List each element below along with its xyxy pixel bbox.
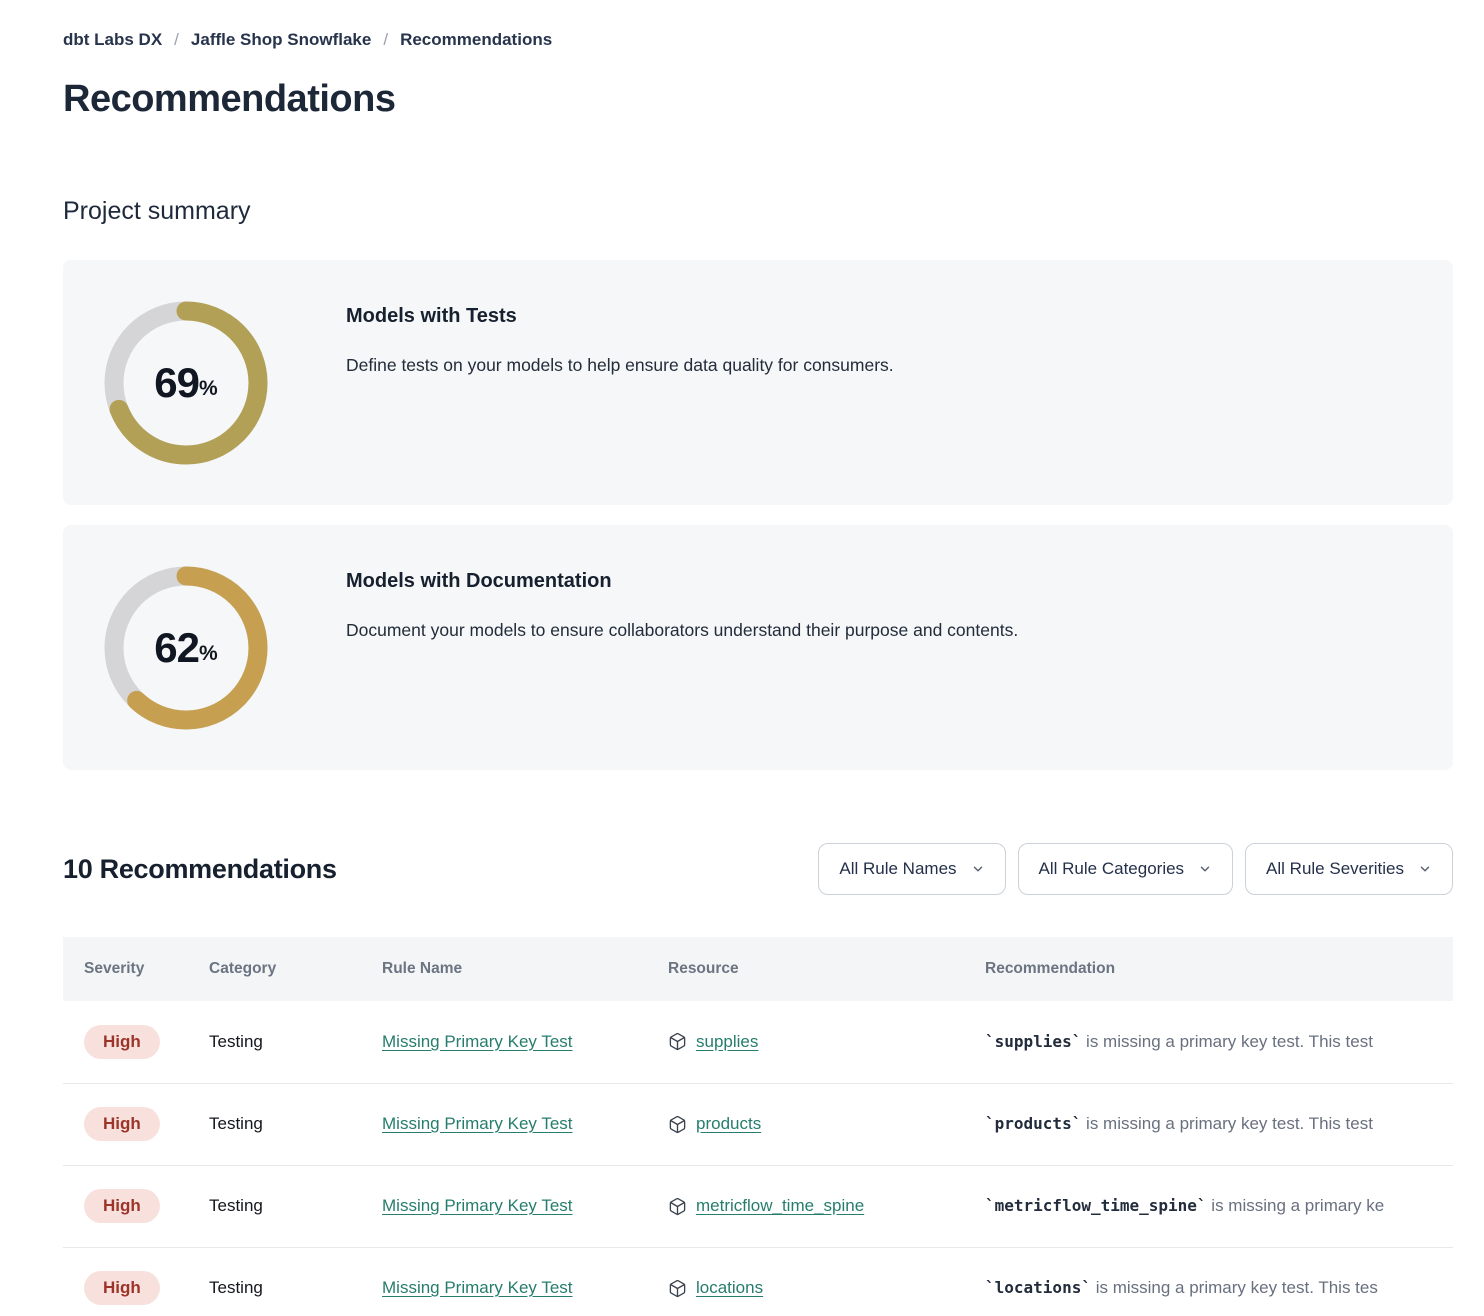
recommendation-text: is missing a primary key test. This tes xyxy=(1090,1278,1378,1297)
filter-label: All Rule Categories xyxy=(1038,859,1185,878)
severity-badge: High xyxy=(84,1189,160,1223)
percent-value: 62 xyxy=(154,623,200,671)
filter-label: All Rule Names xyxy=(839,859,957,878)
severity-badge: High xyxy=(84,1271,160,1305)
donut-ring xyxy=(104,566,268,729)
donut-ring xyxy=(104,301,268,464)
category-cell: Testing xyxy=(209,1031,263,1051)
recommendation-cell: `supplies` is missing a primary key test… xyxy=(985,1001,1453,1083)
table-header-row: Severity Category Rule Name Resource Rec… xyxy=(63,937,1453,1001)
model-cube-icon xyxy=(669,1279,686,1297)
model-cube-icon xyxy=(669,1197,686,1215)
rule-name-link[interactable]: Missing Primary Key Test xyxy=(382,1196,573,1215)
recommendation-cell: `products` is missing a primary key test… xyxy=(985,1083,1453,1165)
recommendation-text: is missing a primary ke xyxy=(1206,1196,1385,1215)
rule-name-link[interactable]: Missing Primary Key Test xyxy=(382,1278,573,1297)
card-text: Models with Documentation Document your … xyxy=(346,525,1018,770)
resource-code: `locations` xyxy=(985,1278,1091,1297)
resource-link[interactable]: metricflow_time_spine xyxy=(696,1196,865,1215)
resource-link[interactable]: products xyxy=(696,1114,762,1133)
chevron-down-icon xyxy=(973,866,982,872)
filter-rule-names-dropdown[interactable]: All Rule Names xyxy=(818,843,1006,895)
breadcrumb-separator: / xyxy=(174,30,179,49)
category-cell: Testing xyxy=(209,1278,263,1297)
column-header-resource: Resource xyxy=(668,960,739,977)
chevron-down-icon xyxy=(1420,866,1430,872)
category-cell: Testing xyxy=(209,1196,263,1215)
page-title: Recommendations xyxy=(63,78,396,120)
model-cube-icon xyxy=(669,1033,686,1051)
card-description: Define tests on your models to help ensu… xyxy=(346,355,894,375)
card-text: Models with Tests Define tests on your m… xyxy=(346,260,894,505)
recommendation-cell: `locations` is missing a primary key tes… xyxy=(985,1247,1453,1316)
tests-donut-chart: 69 % xyxy=(103,300,269,466)
recommendations-count-heading: 10 Recommendations xyxy=(63,853,337,884)
table-row: High Testing Missing Primary Key Test me… xyxy=(63,1165,1453,1247)
breadcrumb-link-project[interactable]: Jaffle Shop Snowflake xyxy=(190,30,372,49)
filter-label: All Rule Severities xyxy=(1266,859,1404,878)
breadcrumb-separator: / xyxy=(383,30,389,49)
donut-percent-label: 62 % xyxy=(103,565,269,731)
documentation-donut-chart: 62 % xyxy=(103,565,269,731)
model-cube-icon xyxy=(669,1115,686,1133)
recommendation-text: is missing a primary key test. This test xyxy=(1081,1114,1373,1133)
resource-link[interactable]: locations xyxy=(696,1278,764,1297)
project-summary-heading: Project summary xyxy=(63,197,251,225)
category-cell: Testing xyxy=(209,1114,263,1133)
percent-sign: % xyxy=(199,376,218,400)
resource-code: `metricflow_time_spine` xyxy=(985,1196,1207,1215)
percent-value: 69 xyxy=(154,358,200,406)
donut-percent-label: 69 % xyxy=(103,300,269,466)
table-row: High Testing Missing Primary Key Test su… xyxy=(63,1001,1453,1083)
recommendation-cell: `metricflow_time_spine` is missing a pri… xyxy=(985,1165,1453,1247)
table-row: High Testing Missing Primary Key Test lo… xyxy=(63,1247,1453,1316)
rule-name-link[interactable]: Missing Primary Key Test xyxy=(382,1031,573,1051)
filter-rule-severities-dropdown[interactable]: All Rule Severities xyxy=(1245,843,1453,895)
filter-bar: All Rule Names All Rule Categories All R… xyxy=(818,843,1453,895)
summary-card-tests: 69 % Models with Tests Define tests on y… xyxy=(63,260,1453,505)
column-header-recommendation: Recommendation xyxy=(985,960,1116,977)
severity-badge: High xyxy=(84,1024,160,1059)
column-header-category: Category xyxy=(209,960,277,977)
card-title: Models with Tests xyxy=(346,305,517,327)
breadcrumb-current: Recommendations xyxy=(400,30,553,49)
resource-code: `products` xyxy=(985,1114,1082,1133)
filter-rule-categories-dropdown[interactable]: All Rule Categories xyxy=(1017,843,1234,895)
resource-code: `supplies` xyxy=(985,1031,1082,1051)
recommendations-header: 10 Recommendations All Rule Names All Ru… xyxy=(63,843,1453,895)
percent-sign: % xyxy=(199,641,218,665)
table-row: High Testing Missing Primary Key Test pr… xyxy=(63,1083,1453,1165)
breadcrumb-link-account[interactable]: dbt Labs DX xyxy=(63,30,163,49)
card-title: Models with Documentation xyxy=(346,570,612,592)
card-description: Document your models to ensure collabora… xyxy=(346,620,1019,640)
severity-badge: High xyxy=(84,1107,160,1141)
rule-name-link[interactable]: Missing Primary Key Test xyxy=(382,1114,573,1133)
summary-card-documentation: 62 % Models with Documentation Document … xyxy=(63,525,1453,770)
column-header-severity: Severity xyxy=(84,960,145,977)
recommendations-table: Severity Category Rule Name Resource Rec… xyxy=(63,937,1453,1316)
resource-link[interactable]: supplies xyxy=(696,1031,759,1051)
chevron-down-icon xyxy=(1200,866,1210,872)
recommendation-text: is missing a primary key test. This test xyxy=(1081,1031,1373,1051)
breadcrumb: dbt Labs DX / Jaffle Shop Snowflake / Re… xyxy=(63,30,1453,50)
column-header-rule-name: Rule Name xyxy=(382,960,463,977)
